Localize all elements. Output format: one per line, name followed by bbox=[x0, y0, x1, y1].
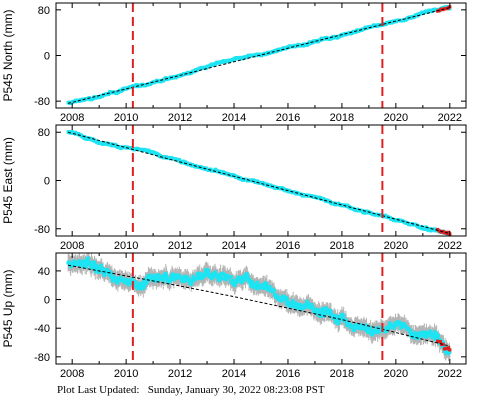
x-tick-label: 2010 bbox=[114, 112, 138, 124]
y-tick-label: 80 bbox=[38, 127, 50, 139]
error-bars bbox=[68, 249, 450, 361]
x-tick-label: 2018 bbox=[330, 240, 354, 252]
x-tick-label: 2020 bbox=[384, 112, 408, 124]
y-axis-label: P545 East (mm) bbox=[1, 137, 15, 224]
y-tick-label: 0 bbox=[44, 176, 50, 188]
x-tick-label: 2012 bbox=[168, 112, 192, 124]
x-tick-label: 2010 bbox=[114, 240, 138, 252]
data-point bbox=[86, 256, 89, 259]
x-tick-label: 2014 bbox=[222, 112, 246, 124]
x-tick-label: 2008 bbox=[60, 112, 84, 124]
data-point bbox=[134, 281, 137, 284]
data-point bbox=[116, 281, 119, 284]
recent-markers bbox=[436, 228, 451, 236]
x-tick-label: 2012 bbox=[168, 240, 192, 252]
data-point bbox=[204, 274, 207, 277]
y-tick-label: 0 bbox=[44, 51, 50, 63]
plot-frame bbox=[56, 125, 466, 236]
east-panel: 2008 2010 2012 2014 2016 2018 2020 2022 -80 0 80 P5… bbox=[1, 125, 466, 252]
x-tick-label: 2016 bbox=[276, 112, 300, 124]
x-tick-label: 2014 bbox=[222, 240, 246, 252]
x-tick-label: 2020 bbox=[384, 240, 408, 252]
data-point bbox=[165, 274, 168, 277]
x-tick-label: 2008 bbox=[60, 240, 84, 252]
y-tick-label: 80 bbox=[38, 5, 50, 17]
y-tick-label: -80 bbox=[34, 96, 50, 108]
x-tick-label: 2022 bbox=[438, 240, 462, 252]
data-point bbox=[93, 260, 96, 263]
x-tick-label: 2018 bbox=[330, 112, 354, 124]
data-markers bbox=[67, 256, 452, 355]
data-point bbox=[207, 270, 210, 273]
data-point bbox=[100, 263, 103, 266]
y-tick-label: -80 bbox=[34, 224, 50, 236]
y-axis-label: P545 North (mm) bbox=[1, 9, 15, 101]
x-tick-label: 2022 bbox=[438, 112, 462, 124]
x-tick-label: 2016 bbox=[276, 240, 300, 252]
data-points bbox=[67, 249, 452, 361]
north-panel: 2008 2010 2012 2014 2016 2018 2020 2022 -80 0 80 P5… bbox=[1, 3, 466, 124]
